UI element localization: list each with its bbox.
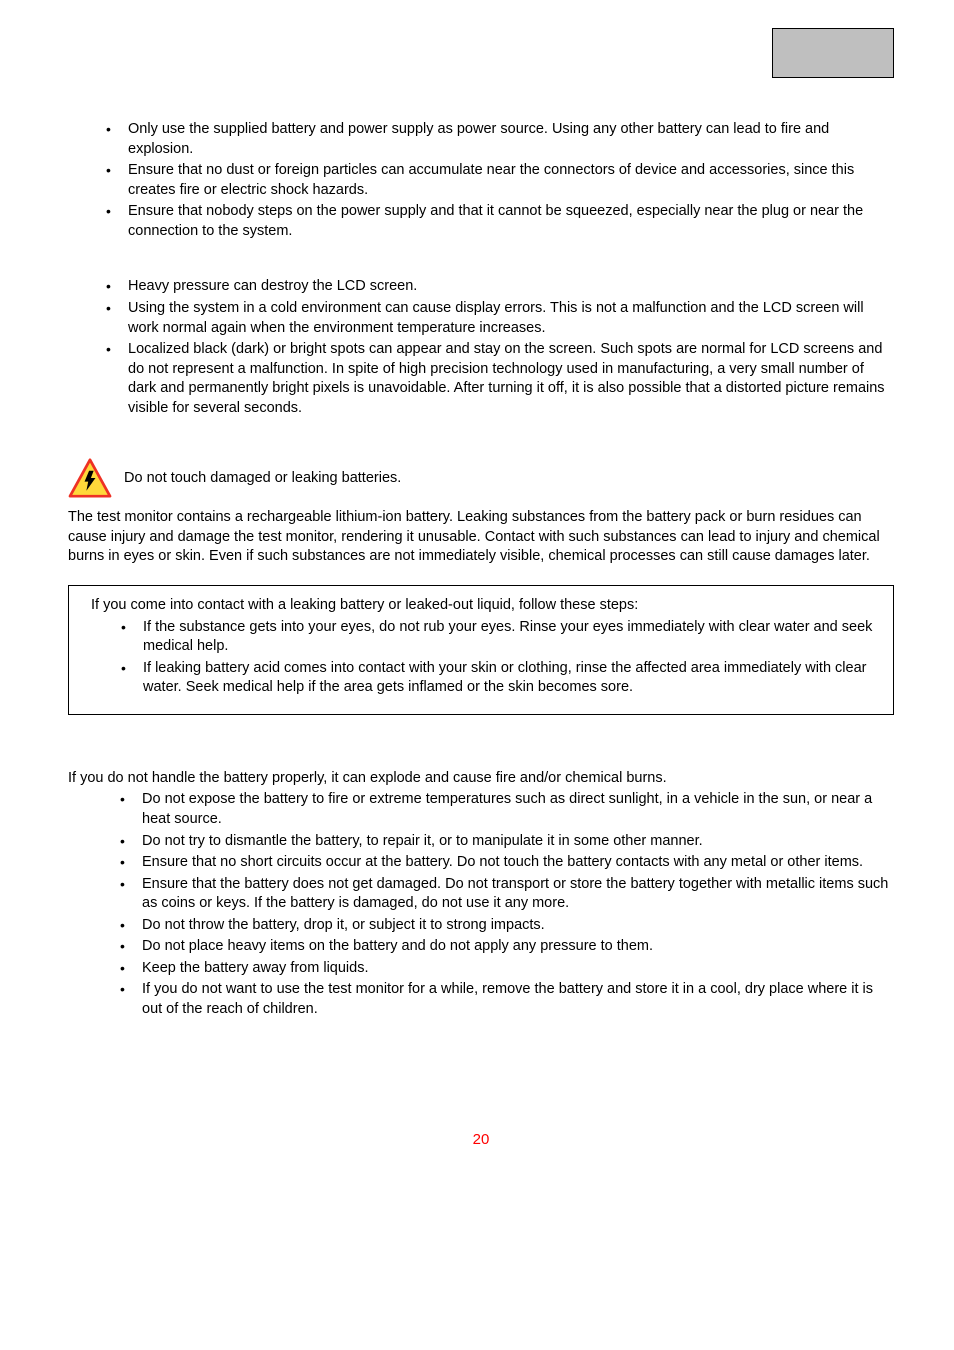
- list-item: Ensure that no dust or foreign particles…: [98, 161, 894, 200]
- list-item: If leaking battery acid comes into conta…: [113, 659, 885, 698]
- list-item: Do not throw the battery, drop it, or su…: [112, 916, 894, 936]
- list-item: If you do not want to use the test monit…: [112, 980, 894, 1019]
- document-body: Only use the supplied battery and power …: [68, 120, 894, 1150]
- list-item: Heavy pressure can destroy the LCD scree…: [98, 277, 894, 297]
- bullet-list-handling: Do not expose the battery to fire or ext…: [112, 790, 894, 1019]
- list-item: Keep the battery away from liquids.: [112, 959, 894, 979]
- warning-text: Do not touch damaged or leaking batterie…: [124, 469, 401, 489]
- list-item: Only use the supplied battery and power …: [98, 120, 894, 159]
- box-lead-text: If you come into contact with a leaking …: [91, 596, 885, 616]
- battery-warning-paragraph: The test monitor contains a rechargeable…: [68, 508, 894, 567]
- handling-intro-paragraph: If you do not handle the battery properl…: [68, 769, 894, 789]
- list-item: Using the system in a cold environment c…: [98, 299, 894, 338]
- warning-row: Do not touch damaged or leaking batterie…: [68, 458, 894, 498]
- warning-triangle-icon: [68, 458, 112, 498]
- list-item: Do not expose the battery to fire or ext…: [112, 790, 894, 829]
- list-item: Do not place heavy items on the battery …: [112, 937, 894, 957]
- list-item: Ensure that nobody steps on the power su…: [98, 202, 894, 241]
- bullet-list-power: Only use the supplied battery and power …: [98, 120, 894, 241]
- bullet-list-lcd: Heavy pressure can destroy the LCD scree…: [98, 277, 894, 418]
- header-grey-box: [772, 28, 894, 78]
- list-item: Ensure that the battery does not get dam…: [112, 875, 894, 914]
- box-bullet-list: If the substance gets into your eyes, do…: [113, 618, 885, 698]
- list-item: Do not try to dismantle the battery, to …: [112, 832, 894, 852]
- page-number: 20: [68, 1130, 894, 1150]
- contact-steps-box: If you come into contact with a leaking …: [68, 585, 894, 715]
- list-item: Localized black (dark) or bright spots c…: [98, 340, 894, 418]
- list-item: Ensure that no short circuits occur at t…: [112, 853, 894, 873]
- list-item: If the substance gets into your eyes, do…: [113, 618, 885, 657]
